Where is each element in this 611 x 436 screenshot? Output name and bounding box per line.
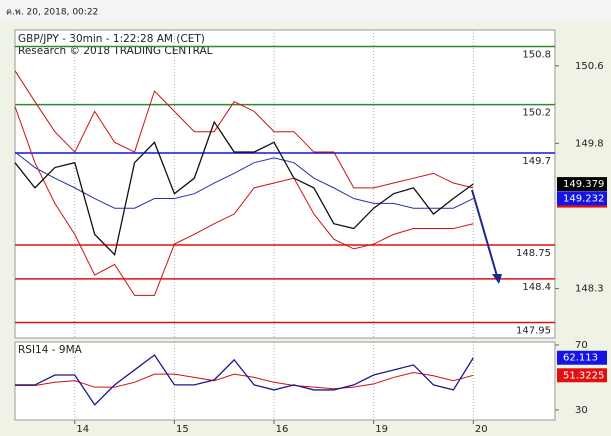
price-tag (557, 177, 607, 192)
price-title: GBP/JPY - 30min - 1:22:28 AM (CET) (18, 33, 205, 45)
level-label: 149.7 (522, 156, 551, 167)
price-tag (557, 350, 607, 365)
series-line (14, 151, 474, 209)
series-line (15, 372, 474, 390)
series-line (15, 354, 474, 406)
y-tick-label: 148.3 (575, 284, 604, 295)
forecast-arrow (471, 189, 498, 277)
x-tick-label: 14 (76, 424, 89, 435)
level-label: 147.95 (516, 326, 551, 337)
y-tick-label: 150.6 (575, 61, 604, 72)
header-date: ค.พ. 20, 2018, 00:22 (6, 8, 98, 18)
arrow-head (492, 274, 502, 284)
price-tag (557, 191, 607, 206)
price-tag (557, 368, 607, 383)
y-tick-label: 30 (575, 405, 588, 416)
series-line (14, 120, 474, 257)
series-line (14, 106, 474, 296)
price-subtitle: Research © 2018 TRADING CENTRAL (18, 45, 213, 57)
level-label: 150.8 (522, 49, 551, 60)
y-tick-label: 149.8 (575, 138, 604, 149)
price-tag-label: 51.3225 (563, 370, 604, 381)
price-tag-label: 149.232 (563, 193, 604, 204)
x-tick-label: 15 (176, 424, 189, 435)
x-tick-label: 16 (276, 424, 289, 435)
rsi-panel (14, 341, 556, 421)
level-label: 150.2 (522, 108, 551, 119)
level-label: 148.4 (522, 282, 551, 293)
x-tick-label: 19 (375, 424, 388, 435)
price-tag-label: 149.379 (563, 179, 604, 190)
level-label: 148.75 (516, 248, 551, 259)
x-tick-label: 20 (475, 424, 488, 435)
header-bar (0, 0, 611, 22)
price-tag-label: 62.113 (563, 353, 598, 364)
series-line (14, 70, 474, 189)
rsi-title: RSI14 - 9MA (18, 344, 83, 356)
price-panel (14, 29, 556, 339)
y-tick-label: 70 (575, 340, 588, 351)
